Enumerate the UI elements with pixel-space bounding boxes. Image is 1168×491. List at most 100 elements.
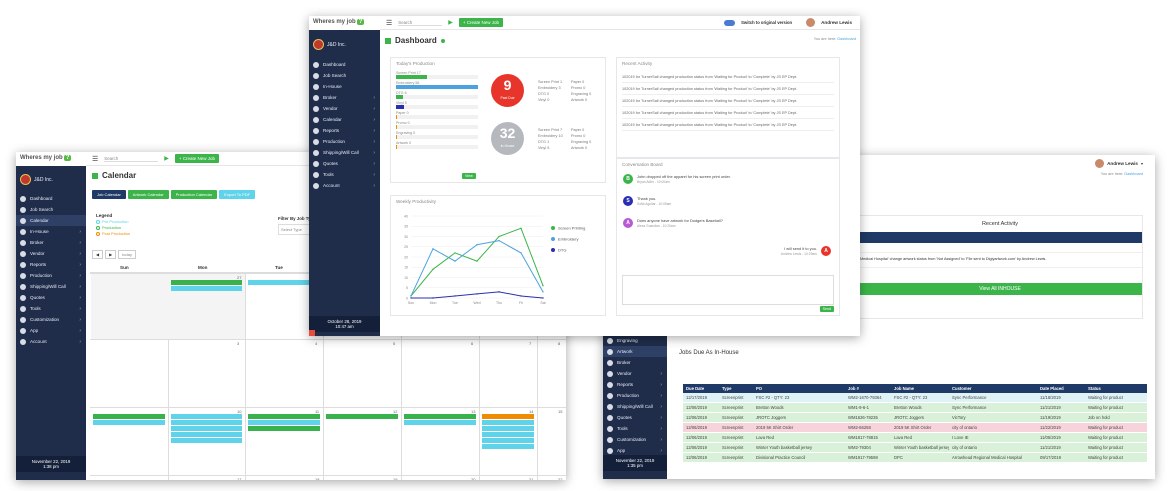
calendar-event[interactable] [171,280,242,285]
column-header[interactable]: Status [1088,386,1101,391]
column-header[interactable]: Type [722,386,732,391]
job-calendar-button[interactable]: Job Calendar [92,190,126,199]
view-button[interactable]: View [462,173,476,179]
sidebar-item-quotes[interactable]: Quotes › [309,158,380,169]
calendar-event[interactable] [93,420,165,425]
sidebar-item-vendor[interactable]: Vendor › [16,248,86,259]
message-input[interactable] [622,275,834,305]
sidebar-item-calendar[interactable]: Calendar [16,215,86,226]
next-icon[interactable]: ▶ [105,250,117,259]
sidebar-item-calendar[interactable]: Calendar › [309,114,380,125]
export-to-pdf-button[interactable]: Export To PDF [219,190,256,199]
in-house-circle[interactable]: 32 In-House [491,122,524,155]
search-go-icon[interactable]: ▶ [164,156,169,162]
user-menu[interactable]: Andrew Lewis [821,20,852,25]
sidebar-item-artwork[interactable]: Artwork [603,346,667,357]
prev-icon[interactable]: ◀ [92,250,104,259]
table-row[interactable]: 12/17/2019 Screenprint FSC #2 - QTY: 23 WM2… [683,393,1147,403]
past-due-circle[interactable]: 9 Past Due [491,74,524,107]
calendar-event[interactable] [171,426,242,431]
table-row[interactable]: 12/06/2019 Screenprint JROTC Joggers WM1626… [683,413,1147,423]
sidebar-item-reports[interactable]: Reports › [309,125,380,136]
sidebar-item-broker[interactable]: Broker [603,357,667,368]
sidebar-item-reports[interactable]: Reports › [16,259,86,270]
sidebar-item-customization[interactable]: Customization › [603,434,667,445]
calendar-event[interactable] [482,414,534,419]
column-header[interactable]: Job Name [894,386,915,391]
calendar-event[interactable] [171,286,242,291]
column-header[interactable]: Date Placed [1040,386,1064,391]
calendar-event[interactable] [171,420,242,425]
search-input[interactable]: Search [104,156,159,162]
sidebar-item-production[interactable]: Production › [16,270,86,281]
calendar-event[interactable] [326,414,398,419]
sidebar-item-broker[interactable]: Broker › [309,92,380,103]
calendar-event[interactable] [482,432,534,437]
sidebar-item-broker[interactable]: Broker › [16,237,86,248]
sidebar-item-dashboard[interactable]: Dashboard [16,193,86,204]
sidebar-item-reports[interactable]: Reports › [603,379,667,390]
sidebar-item-shipping-will-call[interactable]: Shipping/Will Call › [16,281,86,292]
artwork-calendar-button[interactable]: Artwork Calendar [127,190,169,199]
sidebar-item-dashboard[interactable]: Dashboard [309,59,380,70]
sidebar-item-in-house[interactable]: In-House [309,81,380,92]
send-button[interactable]: Send [819,306,834,312]
alert-badge[interactable] [309,330,315,336]
calendar-event[interactable] [482,444,534,449]
create-job-button[interactable]: + Create New Job [458,18,504,27]
sidebar-item-job-search[interactable]: Job Search [16,204,86,215]
calendar-event[interactable] [171,432,242,437]
user-menu[interactable]: Andrew Lewis ▾ [1095,159,1143,168]
version-toggle[interactable] [724,19,736,26]
search-go-icon[interactable]: ▶ [448,20,453,26]
sidebar-item-engraving[interactable]: Engraving [603,335,667,346]
breadcrumb[interactable]: Dashboard [837,37,856,41]
sidebar-item-account[interactable]: Account › [16,336,86,347]
calendar-event[interactable] [93,414,165,419]
sidebar-item-shipping-will-call[interactable]: Shipping/Will Call › [309,147,380,158]
calendar-event[interactable] [482,426,534,431]
today-button[interactable]: today [118,250,136,259]
sidebar-item-customization[interactable]: Customization › [16,314,86,325]
sidebar-item-tools[interactable]: Tools › [16,303,86,314]
sidebar-item-tools[interactable]: Tools › [603,423,667,434]
calendar-event[interactable] [171,438,242,443]
sidebar-item-account[interactable]: Account › [309,180,380,191]
column-header[interactable]: Customer [952,386,972,391]
calendar-event[interactable] [404,420,476,425]
sidebar-item-app[interactable]: App › [603,445,667,456]
sidebar-item-shipping-will-call[interactable]: Shipping/Will Call › [603,401,667,412]
calendar-event[interactable] [404,414,476,419]
calendar-event[interactable] [171,414,242,419]
calendar-event[interactable] [248,280,320,285]
production-calendar-button[interactable]: Production Calendar [170,190,218,199]
sidebar-item-job-search[interactable]: Job Search [309,70,380,81]
calendar-event[interactable] [482,420,534,425]
table-row[interactable]: 12/06/2019 Screenprint Winter Youth basket… [683,443,1147,453]
calendar-event[interactable] [248,426,320,431]
menu-icon[interactable]: ☰ [92,155,99,163]
column-header[interactable]: PO [756,386,763,391]
table-row[interactable]: 12/06/2019 Screenprint Lava Red WM1817-7881… [683,433,1147,443]
sidebar-item-app[interactable]: App › [16,325,86,336]
sidebar-item-quotes[interactable]: Quotes › [603,412,667,423]
column-header[interactable]: Job # [848,386,859,391]
table-row[interactable]: 12/06/2019 Screenprint Bretton Woods WM1-9-… [683,403,1147,413]
sidebar-item-in-house[interactable]: In-House › [16,226,86,237]
column-header[interactable]: Due Date [686,386,705,391]
calendar-event[interactable] [482,438,534,443]
sidebar-item-vendor[interactable]: Vendor › [309,103,380,114]
view-all-inhouse-button[interactable]: View All INHOUSE [858,283,1142,295]
create-job-button[interactable]: + Create New Job [174,154,220,163]
sidebar-item-vendor[interactable]: Vendor › [603,368,667,379]
table-row[interactable]: 12/06/2019 Screenprint Divisional Practice… [683,453,1147,463]
sidebar-item-production[interactable]: Production › [309,136,380,147]
sidebar-item-quotes[interactable]: Quotes › [16,292,86,303]
calendar-event[interactable] [248,420,320,425]
breadcrumb[interactable]: Dashboard [1124,172,1143,176]
menu-icon[interactable]: ☰ [386,19,393,27]
search-input[interactable]: Search [398,20,443,26]
table-row[interactable]: 12/06/2019 Screenprint 2019 5K Shirt Order… [683,423,1147,433]
sidebar-item-production[interactable]: Production › [603,390,667,401]
calendar-event[interactable] [248,414,320,419]
